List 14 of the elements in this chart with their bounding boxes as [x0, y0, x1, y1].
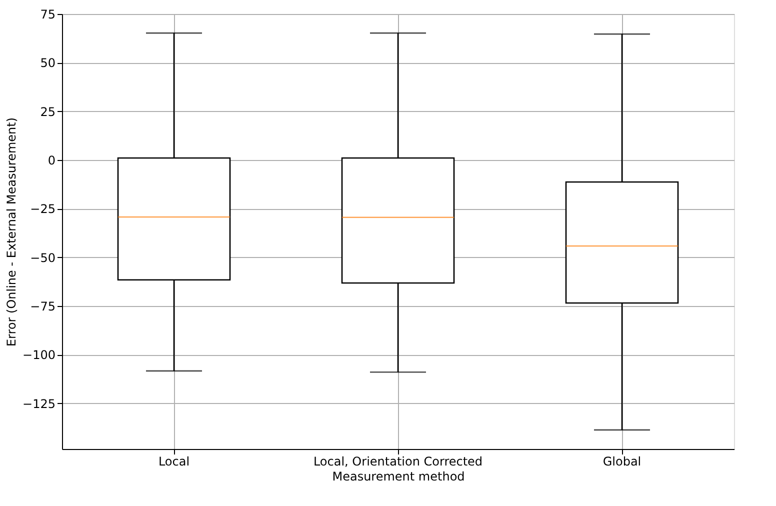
x-tick-label: Global	[602, 454, 642, 468]
x-tick-label: Local, Orientation Corrected	[313, 454, 483, 468]
y-axis-title: Error (Online - External Measurement)	[4, 117, 19, 347]
y-tick-label: 0	[48, 153, 56, 168]
y-tick-label: 75	[40, 8, 56, 22]
y-tick-label: 25	[40, 104, 56, 119]
y-tick-label: −100	[22, 348, 56, 362]
x-tick-label: Local	[158, 454, 190, 468]
y-tick-label: 50	[40, 56, 56, 70]
y-tick-label: −75	[30, 299, 56, 314]
y-tick-label: −25	[30, 202, 56, 216]
y-tick-label: −50	[30, 250, 56, 265]
x-axis-title: Measurement method	[332, 470, 465, 484]
y-tick-label: −125	[22, 396, 56, 411]
